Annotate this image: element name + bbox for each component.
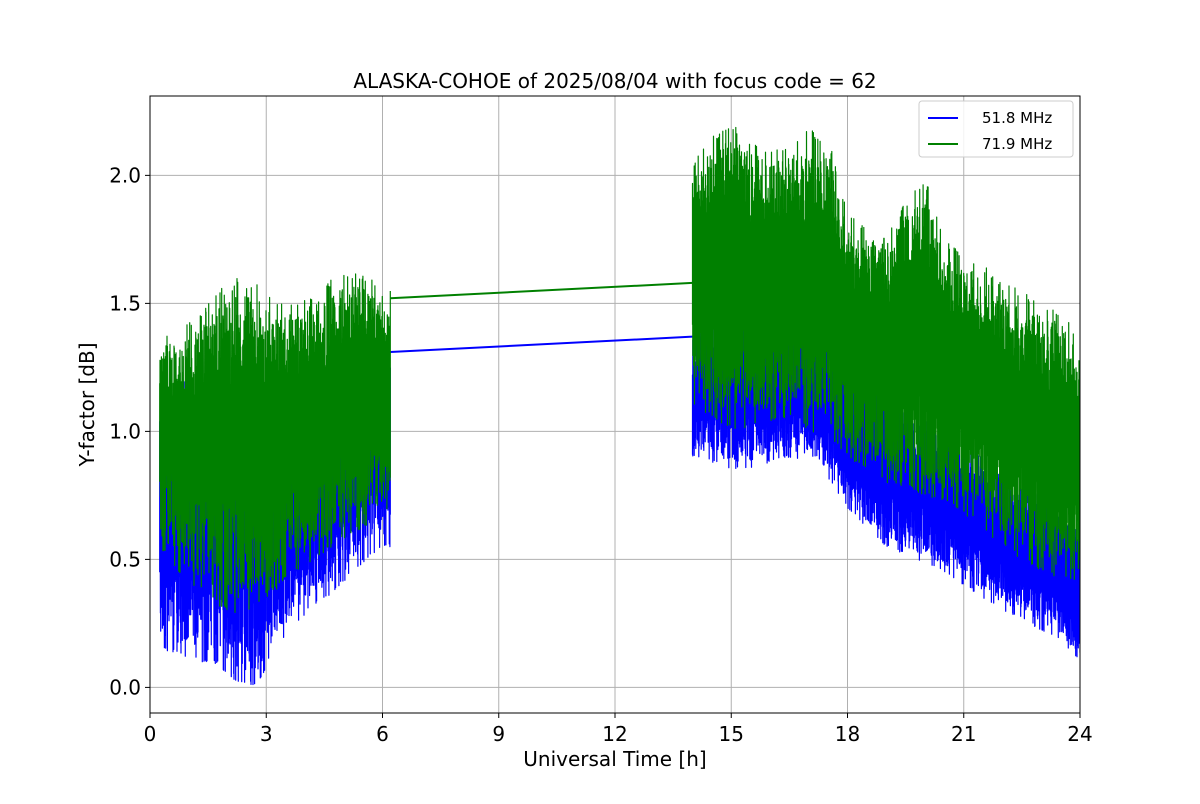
- legend-label: 71.9 MHz: [982, 135, 1052, 153]
- series-gap-line: [390, 281, 693, 300]
- series-trace: [159, 273, 391, 613]
- x-tick-label: 12: [602, 722, 627, 746]
- y-tick-label: 0.0: [109, 675, 141, 699]
- x-tick-label: 6: [376, 722, 389, 746]
- x-tick-label: 0: [144, 722, 157, 746]
- y-tick-label: 1.0: [109, 419, 141, 443]
- series-green: [159, 126, 1080, 613]
- series-trace: [691, 126, 1080, 580]
- y-axis-label: Y-factor [dB]: [75, 342, 99, 467]
- y-tick-label: 0.5: [109, 547, 141, 571]
- ticks: 0 3 6 9 12 15 18 21 24 0.0 0.5 1.0 1.5 2.0: [109, 163, 1093, 746]
- x-tick-label: 21: [951, 722, 976, 746]
- series-gap-line: [390, 335, 693, 354]
- x-tick-label: 18: [835, 722, 860, 746]
- x-tick-label: 24: [1067, 722, 1092, 746]
- legend: 51.8 MHz 71.9 MHz: [918, 100, 1074, 158]
- legend-label: 51.8 MHz: [982, 109, 1052, 127]
- x-tick-label: 3: [260, 722, 273, 746]
- y-tick-label: 2.0: [109, 163, 141, 187]
- data-layer: [159, 126, 1080, 686]
- x-axis-label: Universal Time [h]: [523, 747, 706, 771]
- x-tick-label: 9: [492, 722, 505, 746]
- chart-title: ALASKA-COHOE of 2025/08/04 with focus co…: [353, 69, 876, 93]
- x-tick-label: 15: [719, 722, 744, 746]
- y-tick-label: 1.5: [109, 291, 141, 315]
